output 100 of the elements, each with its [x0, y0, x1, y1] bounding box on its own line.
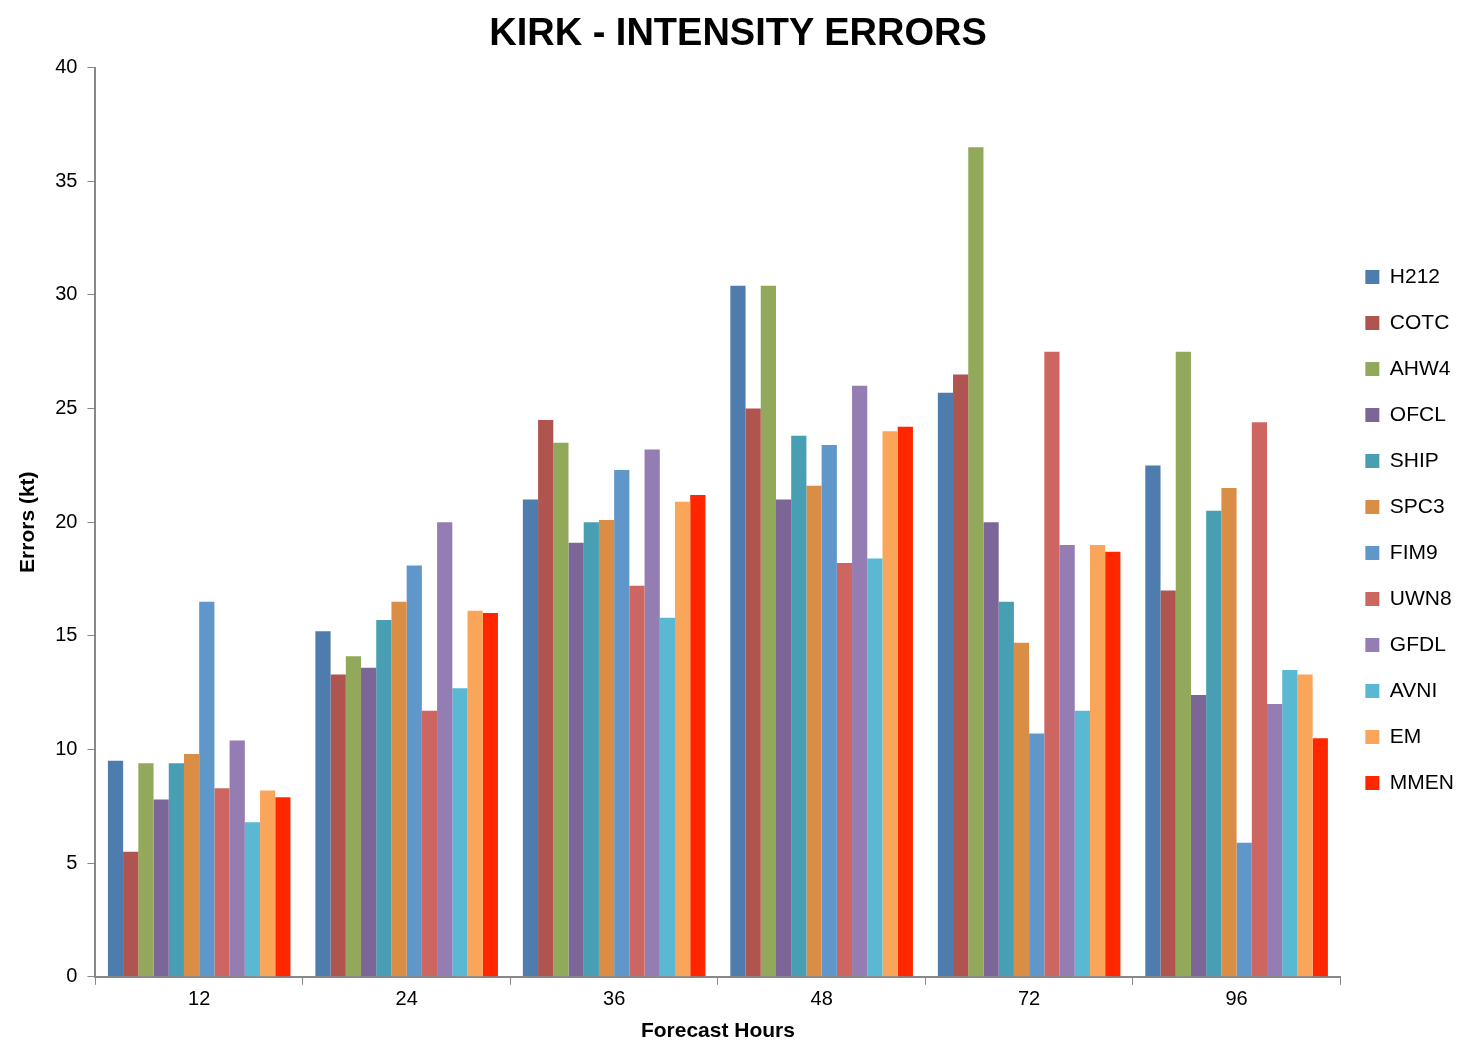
bar	[168, 763, 184, 977]
bar	[244, 822, 261, 977]
bar	[791, 435, 807, 977]
bar	[107, 760, 124, 977]
y-tick-label: 0	[66, 964, 78, 987]
legend-label: COTC	[1389, 309, 1450, 333]
bar	[937, 392, 954, 977]
legend-label: SPC3	[1389, 493, 1445, 517]
bar	[1013, 642, 1030, 977]
bar	[1074, 710, 1090, 977]
bar	[675, 501, 691, 977]
bar	[775, 499, 792, 977]
y-tick-label: 15	[55, 623, 78, 646]
x-tick-label: 48	[810, 987, 833, 1010]
x-axis-title: Forecast Hours	[640, 1018, 795, 1042]
bar	[467, 610, 483, 977]
bar	[553, 442, 569, 977]
bar	[452, 688, 468, 977]
x-tick-label: 12	[188, 987, 211, 1010]
y-tick-label: 25	[55, 396, 78, 419]
bar	[391, 601, 407, 977]
bar	[882, 431, 898, 977]
bar	[730, 285, 746, 977]
bar	[482, 613, 498, 977]
bar	[1267, 704, 1283, 977]
y-tick-label: 40	[55, 55, 78, 78]
bar	[806, 485, 822, 977]
bar	[138, 763, 154, 977]
x-tick-label: 96	[1225, 987, 1248, 1010]
bar	[260, 790, 276, 977]
legend-label: UWN8	[1389, 585, 1452, 609]
bar	[345, 656, 362, 977]
y-tick-label: 10	[55, 737, 78, 760]
bar	[1282, 669, 1298, 977]
legend-label: MMEN	[1389, 769, 1455, 793]
bar	[583, 522, 599, 977]
bar	[1190, 694, 1207, 977]
legend-label: H212	[1389, 263, 1441, 287]
bar	[1105, 551, 1121, 977]
bar	[199, 601, 215, 977]
bar	[1089, 544, 1106, 977]
bar	[897, 426, 913, 977]
bar	[760, 285, 776, 977]
legend-label: SHIP	[1389, 447, 1439, 471]
bar	[983, 522, 999, 977]
y-tick-label: 35	[55, 168, 78, 191]
bar	[568, 542, 584, 977]
chart-title: KIRK - INTENSITY ERRORS	[489, 11, 987, 54]
bar	[153, 799, 169, 977]
bar	[538, 419, 554, 977]
y-tick-label: 5	[66, 850, 78, 873]
bar	[953, 374, 969, 977]
legend-label: GFDL	[1389, 631, 1446, 655]
x-tick-label: 24	[395, 987, 418, 1010]
bar	[1206, 510, 1222, 977]
bar	[598, 519, 615, 977]
bar	[1160, 590, 1176, 977]
bar	[644, 449, 660, 977]
bar	[1044, 351, 1060, 977]
bar	[183, 754, 200, 977]
bar	[1312, 738, 1328, 977]
x-tick-label: 36	[603, 987, 626, 1010]
bar	[1059, 544, 1075, 977]
legend-label: EM	[1389, 723, 1422, 747]
bar	[1221, 488, 1237, 977]
x-tick-label: 72	[1017, 987, 1041, 1010]
bar	[821, 444, 837, 977]
legend-label: OFCL	[1389, 401, 1446, 425]
bar	[522, 499, 539, 977]
bar	[1145, 465, 1161, 977]
bar	[852, 385, 868, 977]
bar	[406, 565, 422, 977]
bar	[836, 563, 853, 977]
bar	[123, 851, 139, 977]
legend-label: FIM9	[1389, 539, 1438, 563]
bar	[275, 797, 291, 977]
bar	[361, 667, 377, 977]
legend-label: AHW4	[1389, 355, 1451, 379]
bar	[1175, 351, 1191, 977]
bar	[614, 469, 630, 977]
bar	[1236, 842, 1252, 977]
y-axis-title: Errors (kt)	[15, 471, 39, 573]
bar	[998, 601, 1014, 977]
y-tick-label: 30	[55, 282, 78, 305]
bar	[690, 494, 706, 977]
bar	[629, 585, 645, 977]
bar	[1251, 422, 1268, 977]
bar	[376, 619, 392, 977]
bar	[659, 617, 676, 977]
bar	[330, 674, 346, 977]
bar	[867, 558, 883, 977]
bar	[315, 631, 331, 977]
y-tick-label: 20	[55, 509, 78, 532]
bar	[229, 740, 245, 977]
bar	[745, 408, 761, 977]
bar	[968, 147, 984, 977]
legend-label: AVNI	[1389, 677, 1438, 701]
bar	[421, 710, 438, 977]
bar	[1029, 733, 1045, 977]
bar	[214, 788, 230, 977]
